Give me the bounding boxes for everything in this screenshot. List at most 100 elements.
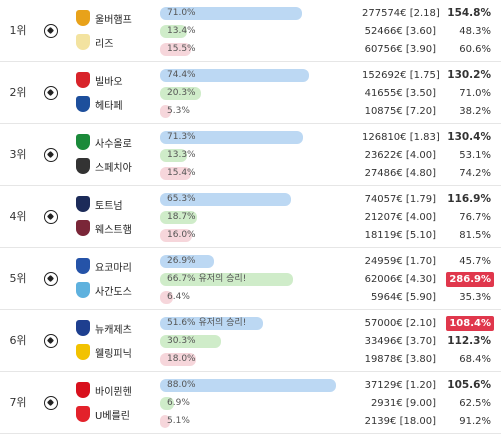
vote-home-bar bbox=[160, 317, 264, 330]
vote-draw-row[interactable]: 66.7% 유저의 승리! bbox=[160, 273, 360, 286]
vote-home-bar bbox=[160, 379, 336, 392]
team-crest-icon bbox=[76, 282, 90, 298]
soccer-ball-icon bbox=[44, 148, 58, 162]
bet-volume-draw: 33496€ [3.70] bbox=[364, 336, 436, 347]
bet-volume-home: 24959€ [1.70] bbox=[364, 256, 436, 267]
payout-rate-draw: 286.9% bbox=[446, 272, 494, 287]
home-team[interactable]: 사수올로 bbox=[76, 134, 132, 150]
vote-home-row[interactable]: 74.4% bbox=[160, 69, 360, 82]
bet-volume-home: 152692€ [1.75] bbox=[362, 70, 440, 81]
match-row[interactable]: 3위 사수올로 스페치아 71.3% 13.3% 15.4% 126810€ [1.83] 2… bbox=[0, 124, 501, 186]
away-team[interactable]: 사간도스 bbox=[76, 282, 132, 298]
vote-away-bar bbox=[160, 167, 191, 180]
vote-draw-row[interactable]: 6.9% bbox=[160, 397, 360, 410]
vote-percent-label: 65.3% bbox=[167, 194, 196, 204]
vote-away-bar bbox=[160, 229, 192, 242]
home-team[interactable]: 요코마리 bbox=[76, 258, 132, 274]
home-team-name: 빌바오 bbox=[95, 76, 123, 88]
team-crest-icon bbox=[76, 72, 90, 88]
vote-away-row[interactable]: 15.5% bbox=[160, 43, 360, 56]
vote-percent-label: 51.6% 유저의 승리! bbox=[167, 318, 247, 328]
soccer-ball-icon bbox=[44, 334, 58, 348]
rank-label: 4위 bbox=[9, 210, 27, 223]
away-team-name: 리즈 bbox=[95, 38, 114, 50]
vote-draw-row[interactable]: 20.3% bbox=[160, 87, 360, 100]
payout-rate-away: 68.4% bbox=[459, 354, 491, 365]
bet-volume-away: 2139€ [18.00] bbox=[364, 416, 436, 427]
vote-home-row[interactable]: 26.9% bbox=[160, 255, 360, 268]
vote-draw-bar bbox=[160, 273, 294, 286]
team-crest-icon bbox=[76, 258, 90, 274]
payout-rate-home: 130.4% bbox=[447, 131, 491, 143]
home-team-name: 뉴캐제츠 bbox=[95, 324, 132, 336]
vote-percent-label: 88.0% bbox=[167, 380, 196, 390]
vote-away-row[interactable]: 16.0% bbox=[160, 229, 360, 242]
home-team[interactable]: 울버햄프 bbox=[76, 10, 132, 26]
bet-volume-draw: 23622€ [4.00] bbox=[364, 150, 436, 161]
away-team[interactable]: 웨스트햄 bbox=[76, 220, 132, 236]
vote-away-bar bbox=[160, 105, 171, 118]
team-crest-icon bbox=[76, 320, 90, 336]
vote-away-bar bbox=[160, 43, 191, 56]
away-team-name: 웰링피닉 bbox=[95, 348, 132, 360]
payout-rate-home: 154.8% bbox=[447, 7, 491, 19]
vote-home-row[interactable]: 71.0% bbox=[160, 7, 360, 20]
vote-home-row[interactable]: 88.0% bbox=[160, 379, 360, 392]
vote-away-row[interactable]: 15.4% bbox=[160, 167, 360, 180]
soccer-ball-icon bbox=[44, 86, 58, 100]
rank-label: 2위 bbox=[9, 86, 27, 99]
soccer-ball-icon bbox=[44, 396, 58, 410]
vote-percent-label: 13.4% bbox=[167, 26, 196, 36]
away-team-name: 웨스트햄 bbox=[95, 224, 132, 236]
match-row[interactable]: 7위 바이뮌헨 U베를린 88.0% 6.9% 5.1% 37129€ [1.20] 2931… bbox=[0, 372, 501, 434]
vote-percent-label: 30.3% bbox=[167, 336, 196, 346]
vote-away-row[interactable]: 18.0% bbox=[160, 353, 360, 366]
payout-rate-away: 91.2% bbox=[459, 416, 491, 427]
home-team-name: 울버햄프 bbox=[95, 14, 132, 26]
payout-rate-home: 105.6% bbox=[447, 379, 491, 391]
match-row[interactable]: 1위 울버햄프 리즈 71.0% 13.4% 15.5% 277574€ [2.18] 524… bbox=[0, 0, 501, 62]
away-team[interactable]: 웰링피닉 bbox=[76, 344, 132, 360]
away-team[interactable]: 스페치아 bbox=[76, 158, 132, 174]
vote-draw-bar bbox=[160, 335, 221, 348]
vote-draw-row[interactable]: 18.7% bbox=[160, 211, 360, 224]
vote-away-row[interactable]: 6.4% bbox=[160, 291, 360, 304]
match-row[interactable]: 6위 뉴캐제츠 웰링피닉 51.6% 유저의 승리! 30.3% 18.0% 57000€ … bbox=[0, 310, 501, 372]
team-crest-icon bbox=[76, 96, 90, 112]
home-team[interactable]: 빌바오 bbox=[76, 72, 123, 88]
team-crest-icon bbox=[76, 134, 90, 150]
vote-draw-row[interactable]: 13.3% bbox=[160, 149, 360, 162]
team-crest-icon bbox=[76, 406, 90, 422]
vote-draw-row[interactable]: 30.3% bbox=[160, 335, 360, 348]
bet-volume-draw: 41655€ [3.50] bbox=[364, 88, 436, 99]
vote-percent-label: 5.1% bbox=[167, 416, 190, 426]
home-team[interactable]: 토트넘 bbox=[76, 196, 123, 212]
team-crest-icon bbox=[76, 344, 90, 360]
vote-home-row[interactable]: 65.3% bbox=[160, 193, 360, 206]
home-team-name: 바이뮌헨 bbox=[95, 386, 132, 398]
home-team[interactable]: 뉴캐제츠 bbox=[76, 320, 132, 336]
payout-rate-draw: 62.5% bbox=[459, 398, 491, 409]
away-team[interactable]: 리즈 bbox=[76, 34, 113, 50]
bet-volume-away: 27486€ [4.80] bbox=[364, 168, 436, 179]
bet-volume-away: 18119€ [5.10] bbox=[364, 230, 436, 241]
payout-rate-away: 38.2% bbox=[459, 106, 491, 117]
vote-home-row[interactable]: 51.6% 유저의 승리! bbox=[160, 317, 360, 330]
match-row[interactable]: 5위 요코마리 사간도스 26.9% 66.7% 유저의 승리! 6.4% 24959€ [… bbox=[0, 248, 501, 310]
home-team[interactable]: 바이뮌헨 bbox=[76, 382, 132, 398]
away-team[interactable]: U베를린 bbox=[76, 406, 130, 422]
match-row[interactable]: 4위 토트넘 웨스트햄 65.3% 18.7% 16.0% 74057€ [1.79] 212… bbox=[0, 186, 501, 248]
vote-draw-bar bbox=[160, 397, 174, 410]
vote-percent-label: 13.3% bbox=[167, 150, 196, 160]
vote-away-row[interactable]: 5.1% bbox=[160, 415, 360, 428]
home-team-name: 사수올로 bbox=[95, 138, 132, 150]
vote-draw-row[interactable]: 13.4% bbox=[160, 25, 360, 38]
payout-rate-away: 60.6% bbox=[459, 44, 491, 55]
vote-home-row[interactable]: 71.3% bbox=[160, 131, 360, 144]
vote-away-row[interactable]: 5.3% bbox=[160, 105, 360, 118]
team-crest-icon bbox=[76, 10, 90, 26]
away-team[interactable]: 헤타페 bbox=[76, 96, 123, 112]
vote-draw-bar bbox=[160, 149, 187, 162]
payout-rate-home: 130.2% bbox=[447, 69, 491, 81]
